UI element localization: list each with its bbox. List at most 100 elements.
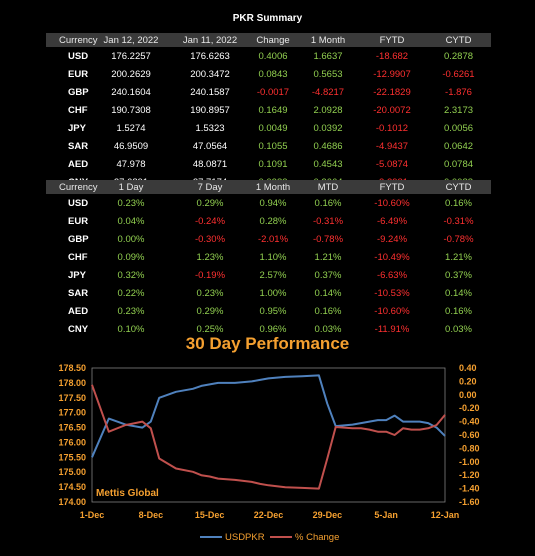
table-cell: -0.6261 xyxy=(442,68,475,80)
currency-code: GBP xyxy=(68,233,89,245)
table1-col-header: Jan 11, 2022 xyxy=(172,33,248,47)
y-right-tick-label: -0.80 xyxy=(459,443,480,453)
currency-code: CHF xyxy=(68,104,88,116)
table-cell: 0.16% xyxy=(445,305,472,317)
table1-col-header: FYTD xyxy=(358,33,426,47)
y-left-tick-label: 177.50 xyxy=(58,393,86,403)
table-cell: -10.53% xyxy=(374,287,410,299)
table2-col-header: FYTD xyxy=(358,180,426,194)
table-cell: 0.14% xyxy=(445,287,472,299)
pkr-performance-table: Currency 1 Day 7 Day 1 Month MTD FYTD CYTD USD… xyxy=(46,180,491,338)
table-cell: 0.03% xyxy=(445,323,472,335)
table-cell: 0.0843 xyxy=(258,68,288,80)
currency-code: EUR xyxy=(68,215,89,227)
table-cell: 0.1091 xyxy=(258,158,288,170)
table-cell: 0.4006 xyxy=(258,50,288,62)
table-cell: 0.96% xyxy=(259,323,287,335)
table-cell: -9.24% xyxy=(376,233,408,245)
table-row: SAR 46.9509 47.0564 0.1055 0.4686 -4.9437 0.06… xyxy=(46,137,491,155)
currency-code: AED xyxy=(68,158,89,170)
table2-col-header: 1 Month xyxy=(248,180,298,194)
table-cell: 0.23% xyxy=(196,287,224,299)
table-cell: 2.0928 xyxy=(313,104,343,116)
x-tick-label: 8-Dec xyxy=(139,510,164,520)
currency-code: GBP xyxy=(68,86,89,98)
table-cell: 200.2629 xyxy=(111,68,151,80)
table-cell: 0.16% xyxy=(445,197,472,209)
table-cell: 0.03% xyxy=(314,323,342,335)
table-cell: 0.4543 xyxy=(313,158,343,170)
y-right-tick-label: -1.20 xyxy=(459,470,480,480)
table-cell: 0.23% xyxy=(117,305,145,317)
table-cell: 2.3173 xyxy=(443,104,474,116)
table-cell: 240.1587 xyxy=(190,86,230,98)
y-right-tick-label: -0.60 xyxy=(459,430,480,440)
y-right-tick-label: 0.20 xyxy=(459,376,477,386)
table-cell: 240.1604 xyxy=(111,86,151,98)
table-row: SAR 0.22% 0.23% 1.00% 0.14% -10.53% 0.14% xyxy=(46,284,491,302)
table-cell: -0.78% xyxy=(312,233,344,245)
x-tick-label: 1-Dec xyxy=(80,510,105,520)
table-cell: 0.2878 xyxy=(443,50,474,62)
currency-code: JPY xyxy=(68,269,86,281)
table-cell: -22.1829 xyxy=(373,86,411,98)
currency-code: EUR xyxy=(68,68,89,80)
currency-code: SAR xyxy=(68,140,89,152)
table-cell: 1.23% xyxy=(196,251,224,263)
table-row: JPY 0.32% -0.19% 2.57% 0.37% -6.63% 0.37% xyxy=(46,266,491,284)
currency-code: CHF xyxy=(68,251,88,263)
table-row: USD 176.2257 176.6263 0.4006 1.6637 -18.682 0.… xyxy=(46,47,491,65)
y-left-tick-label: 174.50 xyxy=(58,482,86,492)
y-left-tick-label: 176.50 xyxy=(58,423,86,433)
table-cell: -0.78% xyxy=(443,233,474,245)
table2-col-header: Currency xyxy=(46,180,98,194)
table-cell: 0.32% xyxy=(117,269,145,281)
table1-col-header: Change xyxy=(248,33,298,47)
table-row: EUR 200.2629 200.3472 0.0843 0.5653 -12.9907 -… xyxy=(46,65,491,83)
table1-col-header: 1 Month xyxy=(298,33,358,47)
y-left-tick-label: 176.00 xyxy=(58,437,86,447)
table-cell: 47.978 xyxy=(116,158,146,170)
table-cell: 0.25% xyxy=(196,323,224,335)
table-cell: 1.5274 xyxy=(116,122,146,134)
table-cell: 0.04% xyxy=(117,215,145,227)
table-cell: -6.49% xyxy=(376,215,408,227)
pkr-rates-table: Currency Jan 12, 2022 Jan 11, 2022 Change 1 … xyxy=(46,33,491,191)
table-cell: -10.60% xyxy=(374,197,410,209)
table-row: GBP 0.00% -0.30% -2.01% -0.78% -9.24% -0.78% xyxy=(46,230,491,248)
table-cell: -0.30% xyxy=(194,233,226,245)
table-cell: 0.16% xyxy=(314,197,342,209)
table-cell: -5.0874 xyxy=(375,158,409,170)
table2-col-header: MTD xyxy=(298,180,358,194)
table2-col-header: 7 Day xyxy=(172,180,248,194)
table-cell: -20.0072 xyxy=(373,104,411,116)
table-cell: 0.14% xyxy=(314,287,342,299)
table-cell: -12.9907 xyxy=(373,68,411,80)
y-left-tick-label: 177.00 xyxy=(58,408,86,418)
table-cell: 0.37% xyxy=(314,269,342,281)
table-row: CHF 190.7308 190.8957 0.1649 2.0928 -20.0072 2… xyxy=(46,101,491,119)
table-cell: 0.29% xyxy=(196,197,224,209)
rates-header-row: Currency Jan 12, 2022 Jan 11, 2022 Change 1 … xyxy=(46,33,491,47)
table-row: EUR 0.04% -0.24% 0.28% -0.31% -6.49% -0.31% xyxy=(46,212,491,230)
table-cell: 47.0564 xyxy=(192,140,228,152)
y-left-tick-label: 175.50 xyxy=(58,452,86,462)
y-left-tick-label: 178.00 xyxy=(58,378,86,388)
y-right-tick-label: -0.40 xyxy=(459,417,480,427)
table-cell: 0.23% xyxy=(117,197,145,209)
table-cell: -0.1012 xyxy=(375,122,409,134)
x-tick-label: 5-Jan xyxy=(374,510,398,520)
table1-col-header: Jan 12, 2022 xyxy=(90,33,172,47)
table-cell: 176.6263 xyxy=(190,50,230,62)
table-cell: -2.01% xyxy=(257,233,289,245)
y-left-tick-label: 178.50 xyxy=(58,363,86,373)
legend-label: % Change xyxy=(295,532,339,543)
table-row: USD 0.23% 0.29% 0.94% 0.16% -10.60% 0.16% xyxy=(46,194,491,212)
table1-col-header: Currency xyxy=(46,33,98,47)
table-cell: -10.60% xyxy=(374,305,410,317)
table-cell: 0.5653 xyxy=(313,68,343,80)
y-left-tick-label: 174.00 xyxy=(58,497,86,507)
table-cell: 0.94% xyxy=(259,197,287,209)
usdpkr-series-line xyxy=(91,374,446,458)
table-cell: 190.7308 xyxy=(111,104,151,116)
